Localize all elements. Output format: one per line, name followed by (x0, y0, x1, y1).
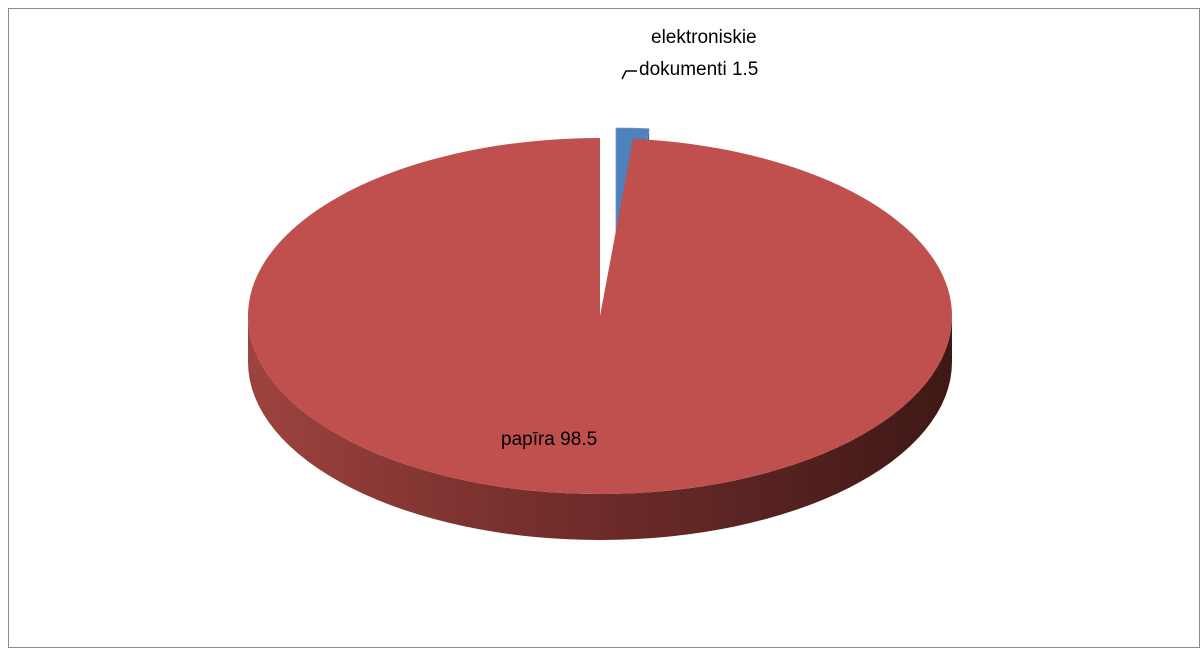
data-label-elektroniskie-dokumenti: elektroniskie dokumenti 1.5 (639, 27, 762, 80)
data-label-line: papīra 98.5 (501, 429, 597, 450)
data-label-line: dokumenti 1.5 (639, 59, 758, 80)
leader-line (621, 70, 637, 80)
pie-slice-papira (248, 138, 953, 540)
pie-slice-top (248, 138, 953, 495)
pie-slice-side (248, 316, 952, 540)
pie-chart: elektroniskie dokumenti 1.5 papīra 98.5 (248, 27, 953, 540)
data-label-papira: papīra 98.5 (501, 429, 597, 450)
data-label-line: elektroniskie (651, 27, 757, 48)
